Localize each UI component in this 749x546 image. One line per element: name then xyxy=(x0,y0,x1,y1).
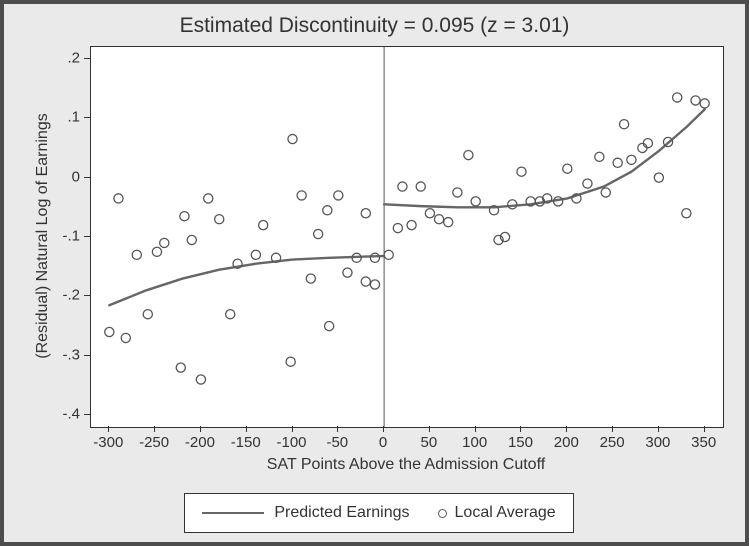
x-tick xyxy=(383,426,384,432)
x-tick xyxy=(246,426,247,432)
x-tick xyxy=(704,426,705,432)
plot-svg xyxy=(91,47,723,427)
x-tick xyxy=(612,426,613,432)
y-tick xyxy=(84,414,90,415)
x-tick xyxy=(566,426,567,432)
chart-title: Estimated Discontinuity = 0.095 (z = 3.0… xyxy=(4,14,745,38)
x-tick-label: 50 xyxy=(421,434,438,451)
x-tick-label: 300 xyxy=(645,434,670,451)
x-tick xyxy=(108,426,109,432)
legend-label: Local Average xyxy=(455,504,556,522)
y-tick-label: -.3 xyxy=(50,346,80,363)
y-tick-label: -.4 xyxy=(50,406,80,423)
y-tick-label: -.1 xyxy=(50,228,80,245)
x-tick-label: 200 xyxy=(554,434,579,451)
x-tick xyxy=(337,426,338,432)
y-tick xyxy=(84,295,90,296)
x-tick-label: -200 xyxy=(185,434,215,451)
y-tick-label: .1 xyxy=(50,109,80,126)
x-tick-label: 150 xyxy=(508,434,533,451)
y-tick-label: .2 xyxy=(50,49,80,66)
y-tick-label: 0 xyxy=(50,168,80,185)
x-tick xyxy=(154,426,155,432)
x-tick-label: -100 xyxy=(276,434,306,451)
x-tick-label: -50 xyxy=(326,434,348,451)
y-tick xyxy=(84,58,90,59)
x-tick-label: 350 xyxy=(691,434,716,451)
legend-line-icon xyxy=(202,512,264,514)
y-tick xyxy=(84,355,90,356)
x-tick-label: 250 xyxy=(600,434,625,451)
chart-frame: Estimated Discontinuity = 0.095 (z = 3.0… xyxy=(0,0,749,546)
y-tick-label: -.2 xyxy=(50,287,80,304)
x-tick-label: -250 xyxy=(139,434,169,451)
legend-item: Predicted Earnings xyxy=(202,504,409,522)
x-tick xyxy=(292,426,293,432)
plot-area xyxy=(90,46,724,428)
x-tick-label: 100 xyxy=(462,434,487,451)
x-tick xyxy=(429,426,430,432)
x-tick-label: -150 xyxy=(231,434,261,451)
y-tick xyxy=(84,236,90,237)
x-tick-label: 0 xyxy=(379,434,387,451)
x-tick xyxy=(520,426,521,432)
legend: Predicted Earnings Local Average xyxy=(184,493,574,533)
y-tick xyxy=(84,177,90,178)
x-tick xyxy=(200,426,201,432)
x-axis-label: SAT Points Above the Admission Cutoff xyxy=(90,456,722,474)
x-tick xyxy=(475,426,476,432)
x-tick-label: -300 xyxy=(93,434,123,451)
legend-marker-icon xyxy=(438,509,447,518)
y-tick xyxy=(84,117,90,118)
x-tick xyxy=(658,426,659,432)
legend-item: Local Average xyxy=(438,504,556,522)
legend-label: Predicted Earnings xyxy=(274,504,409,522)
